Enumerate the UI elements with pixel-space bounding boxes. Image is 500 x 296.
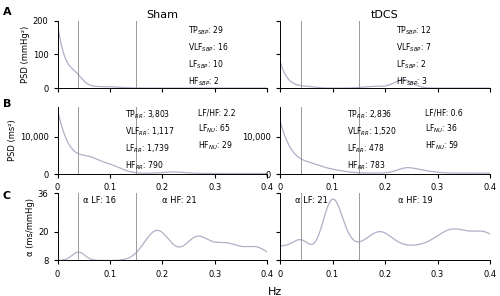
Title: Sham: Sham (146, 10, 178, 20)
Text: α HF: 21: α HF: 21 (162, 197, 197, 205)
Title: tDCS: tDCS (371, 10, 399, 20)
Text: A: A (2, 7, 11, 17)
Text: TP$_{{SBP}}$: 12
VLF$_{{SBP}}$: 7
LF$_{{SBP}}$: 2
HF$_{{SBP}}$: 3: TP$_{{SBP}}$: 12 VLF$_{{SBP}}$: 7 LF$_{{… (396, 24, 431, 88)
Text: TP$_{{RR}}$: 3,803
VLF$_{{RR}}$: 1,117
LF$_{{RR}}$: 1,739
HF$_{{RR}}$: 790: TP$_{{RR}}$: 3,803 VLF$_{{RR}}$: 1,117 L… (124, 109, 174, 173)
Text: α LF: 16: α LF: 16 (82, 197, 116, 205)
Text: TP$_{{RR}}$: 2,836
VLF$_{{RR}}$: 1,520
LF$_{{RR}}$: 478
HF$_{{RR}}$: 783: TP$_{{RR}}$: 2,836 VLF$_{{RR}}$: 1,520 L… (347, 109, 397, 173)
Y-axis label: α (ms/mmHg): α (ms/mmHg) (26, 198, 35, 256)
Text: LF/HF: 2.2
LF$_{{NU}}$: 65
HF$_{{NU}}$: 29: LF/HF: 2.2 LF$_{{NU}}$: 65 HF$_{{NU}}$: … (198, 109, 235, 152)
Text: α HF: 19: α HF: 19 (398, 197, 432, 205)
Text: Hz: Hz (268, 287, 282, 296)
Text: C: C (2, 191, 10, 201)
Text: α LF: 21: α LF: 21 (294, 197, 328, 205)
Y-axis label: PSD (ms²): PSD (ms²) (8, 120, 17, 162)
Y-axis label: PSD (mmHg²): PSD (mmHg²) (21, 26, 30, 83)
Text: LF/HF: 0.6
LF$_{{NU}}$: 36
HF$_{{NU}}$: 59: LF/HF: 0.6 LF$_{{NU}}$: 36 HF$_{{NU}}$: … (425, 109, 463, 152)
Text: TP$_{{SBP}}$: 29
VLF$_{{SBP}}$: 16
LF$_{{SBP}}$: 10
HF$_{{SBP}}$: 2: TP$_{{SBP}}$: 29 VLF$_{{SBP}}$: 16 LF$_{… (188, 24, 228, 88)
Text: B: B (2, 99, 11, 109)
